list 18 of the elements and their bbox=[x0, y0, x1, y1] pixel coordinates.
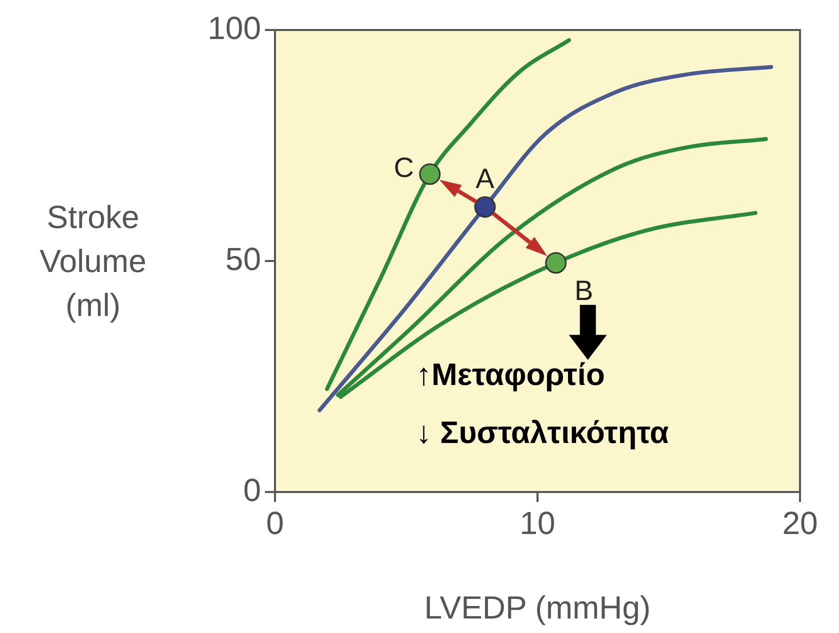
annotation: B bbox=[574, 274, 594, 307]
x-axis-title: LVEDP (mmHg) bbox=[424, 590, 651, 626]
annotation: C bbox=[392, 152, 415, 184]
point bbox=[474, 196, 496, 218]
y-tick-label: 0 bbox=[243, 472, 261, 508]
point bbox=[419, 163, 441, 185]
point bbox=[545, 252, 567, 274]
line-series bbox=[336, 137, 768, 397]
y-tick-label: 50 bbox=[225, 240, 261, 277]
line-series bbox=[318, 64, 774, 412]
annotation: ↑Μεταφορτίο bbox=[416, 357, 605, 393]
x-tick-label: 0 bbox=[266, 505, 284, 542]
annotation: ↓ Συσταλτικότητα bbox=[416, 415, 669, 451]
y-tick-label: 100 bbox=[208, 10, 261, 46]
y-axis-title: Stroke Volume (ml) bbox=[38, 198, 148, 325]
annotation: A bbox=[474, 162, 496, 195]
x-tick-label: 20 bbox=[782, 505, 818, 542]
x-tick-label: 10 bbox=[520, 505, 556, 542]
